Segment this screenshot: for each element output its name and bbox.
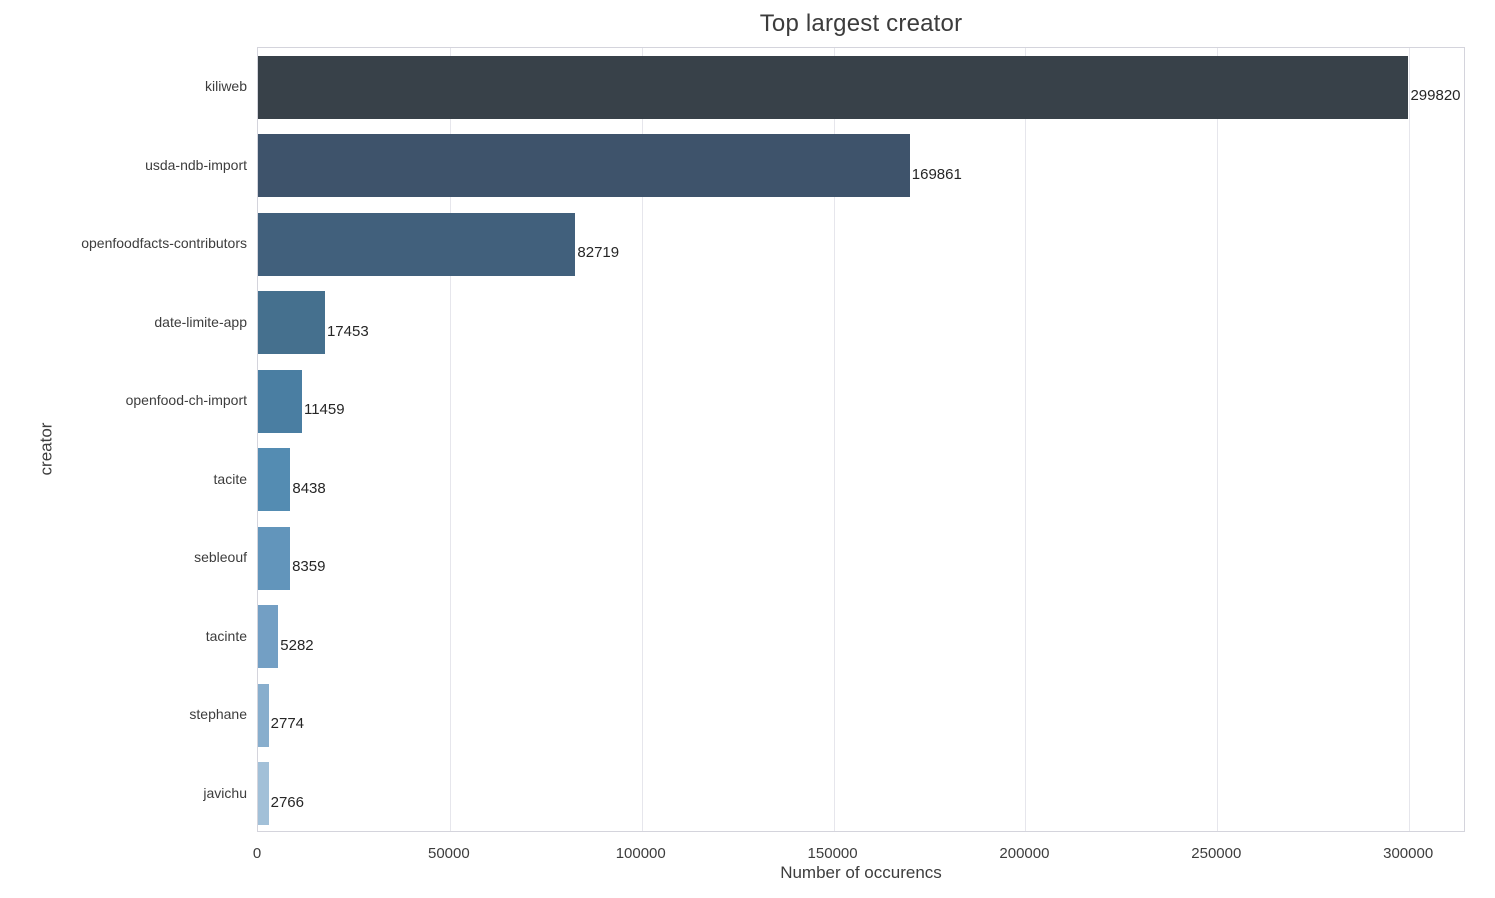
bar-usda-ndb-import bbox=[258, 134, 910, 198]
y-tick-label: date-limite-app bbox=[154, 313, 247, 330]
x-tick-label: 250000 bbox=[1191, 845, 1242, 862]
y-tick-label: tacite bbox=[213, 470, 247, 487]
bar-value-label: 8359 bbox=[292, 558, 326, 576]
bar-stephane bbox=[258, 683, 269, 747]
gridline bbox=[833, 48, 835, 831]
bar-kiliweb bbox=[258, 55, 1409, 119]
plot-area: 299820 169861 82719 17453 11459 8438 8359 5282 2… bbox=[257, 47, 1465, 832]
y-axis-label: creator bbox=[36, 422, 56, 476]
y-tick-label: stephane bbox=[189, 706, 247, 723]
x-tick-label: 200000 bbox=[999, 845, 1050, 862]
y-tick-label: tacinte bbox=[205, 627, 247, 644]
y-tick-label: kiliweb bbox=[204, 78, 247, 95]
x-axis-label: Number of occurencs bbox=[780, 863, 942, 882]
bar-sebleouf bbox=[258, 526, 291, 590]
gridline bbox=[1409, 48, 1411, 831]
bar-value-label: 17453 bbox=[326, 322, 369, 340]
x-tick-label: 150000 bbox=[807, 845, 858, 862]
gridline bbox=[1217, 48, 1219, 831]
bar-date-limite-app bbox=[258, 291, 325, 355]
y-tick-label: openfood-ch-import bbox=[125, 392, 247, 409]
bar-value-label: 2766 bbox=[270, 793, 304, 811]
bar-value-label: 8438 bbox=[292, 479, 326, 497]
y-tick-label: sebleouf bbox=[194, 549, 247, 566]
bar-tacinte bbox=[258, 605, 279, 669]
bar-tacite bbox=[258, 448, 291, 512]
gridline bbox=[1025, 48, 1027, 831]
y-tick-label: usda-ndb-import bbox=[145, 156, 247, 173]
bar-javichu bbox=[258, 762, 269, 826]
chart-title: Top largest creator bbox=[759, 10, 963, 37]
bar-value-label: 11459 bbox=[303, 401, 345, 419]
x-tick-label: 0 bbox=[252, 845, 262, 862]
y-tick-label: openfoodfacts-contributors bbox=[81, 235, 247, 252]
bar-openfood-ch-import bbox=[258, 369, 302, 433]
x-tick-label: 100000 bbox=[615, 845, 666, 862]
bar-value-label: 82719 bbox=[577, 244, 620, 262]
bar-value-label: 299820 bbox=[1410, 87, 1461, 105]
y-tick-label: javichu bbox=[203, 784, 247, 801]
x-tick-label: 50000 bbox=[428, 845, 470, 862]
bar-openfoodfacts-contributors bbox=[258, 212, 576, 276]
bar-value-label: 5282 bbox=[280, 636, 314, 654]
bar-value-label: 169861 bbox=[911, 165, 962, 183]
x-tick-label: 300000 bbox=[1383, 845, 1434, 862]
gridline bbox=[449, 48, 451, 831]
gridline bbox=[641, 48, 643, 831]
bar-value-label: 2774 bbox=[270, 715, 305, 733]
